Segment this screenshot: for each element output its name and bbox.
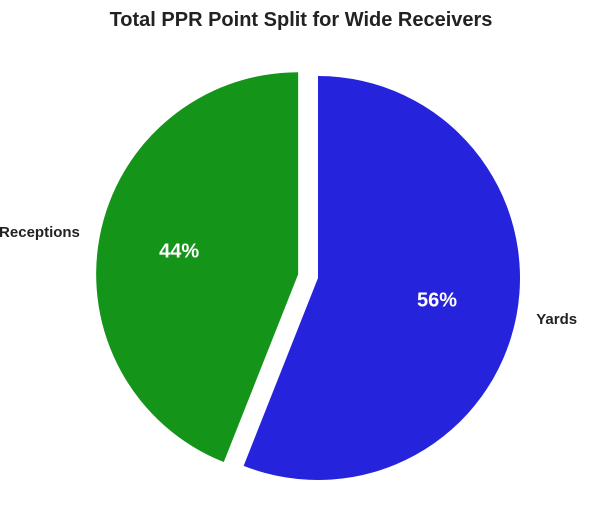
pct-label-receptions: 44% — [159, 241, 199, 263]
pie-slice-yards — [243, 76, 521, 480]
category-label-receptions: Receptions — [0, 224, 80, 241]
pie-slices — [96, 72, 521, 480]
pct-label-yards: 56% — [417, 290, 457, 312]
chart-title: Total PPR Point Split for Wide Receivers — [110, 9, 493, 31]
pie-slice-receptions — [96, 72, 299, 463]
pie-labels: 56% Yards 44% Receptions — [0, 224, 577, 328]
category-label-yards: Yards — [536, 311, 577, 328]
